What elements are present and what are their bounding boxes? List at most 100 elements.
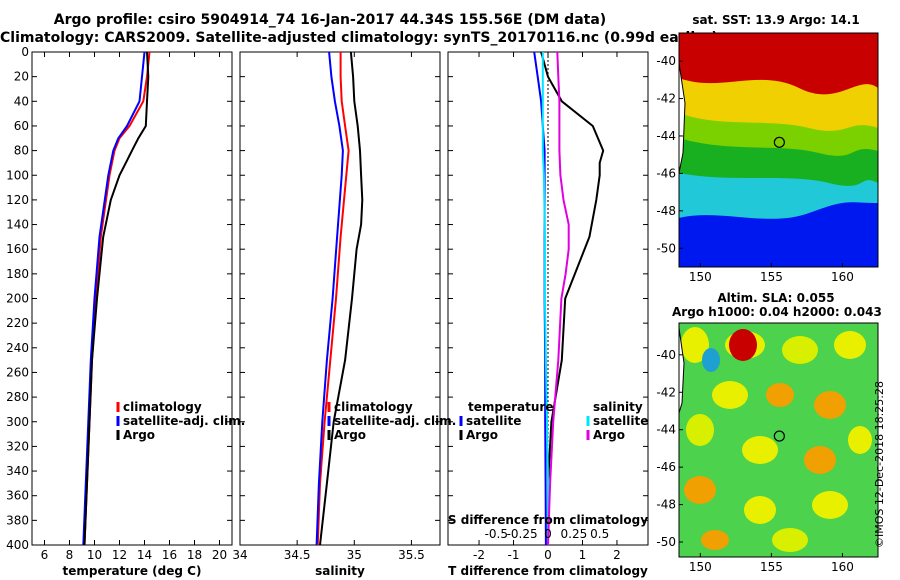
depth-tick-label: 300 [6,415,29,429]
depth-tick-label: 240 [6,341,29,355]
diff-xtick-label: 1 [579,548,587,562]
sla-eddy [772,528,808,552]
sla-eddy [834,331,866,359]
depth-tick-label: 200 [6,292,29,306]
depth-tick-label: 80 [14,144,29,158]
sla-eddy [804,446,836,474]
depth-tick-label: 360 [6,489,29,503]
temp-legend-label: climatology [123,400,202,414]
sla-eddy [712,381,748,409]
sla-map-title-1: Altim. SLA: 0.055 [717,291,835,305]
temp-xtick-label: 16 [162,548,177,562]
temp-xtick-label: 18 [187,548,202,562]
temp-legend-label: Argo [123,428,155,442]
temp-xtick-label: 8 [66,548,74,562]
sla-eddy [742,436,778,464]
temp-xlabel: temperature (deg C) [63,564,202,578]
depth-tick-label: 140 [6,218,29,232]
diff-xtick-label: 0 [544,548,552,562]
diff-legend-salinity-label: satellite [593,414,648,428]
s-diff-tick-label: 0 [544,527,552,541]
diff-legend-temperature-label: satellite [466,414,521,428]
sal-xtick-label: 34.5 [284,548,311,562]
temp-xtick-label: 10 [87,548,102,562]
depth-tick-label: 320 [6,439,29,453]
s-diff-tick-label: -0.5 [485,527,508,541]
sst-map-xtick-label: 150 [689,270,712,284]
sst-map-title: sat. SST: 13.9 Argo: 14.1 [692,13,860,27]
depth-tick-label: 120 [6,193,29,207]
depth-tick-label: 340 [6,464,29,478]
diff-series-s-satellite-diff [541,52,549,545]
title-line-1: Argo profile: csiro 5904914_74 16-Jan-20… [53,12,607,28]
sst-map-frame [678,32,879,268]
sal-legend-label: Argo [334,428,366,442]
depth-tick-label: 180 [6,267,29,281]
sla-map-ytick-label: -48 [656,498,676,512]
depth-tick-label: 260 [6,365,29,379]
temp-panel-frame [31,51,233,546]
sst-argo-position-marker [773,136,785,148]
temp-series-satellite [82,51,146,546]
depth-tick-label: 60 [14,119,29,133]
sst-map-xtick-label: 155 [760,270,783,284]
sla-map [678,323,878,557]
depth-tick-label: 220 [6,316,29,330]
diff-xtick-label: -1 [508,548,520,562]
diff-legend-salinity-title: salinity [593,400,643,414]
s-diff-tick-label: 0.25 [561,527,588,541]
sal-xlabel: salinity [315,564,365,578]
sla-map-xtick-label: 155 [760,560,783,574]
sla-map-ytick-label: -44 [656,423,676,437]
sla-eddy [701,530,729,550]
sla-eddy-high [729,329,757,361]
s-diff-tick-label: -0.25 [507,527,538,541]
sst-map [678,33,878,267]
sal-xtick-label: 34 [232,548,247,562]
depth-tick-label: 20 [14,70,29,84]
diff-series-s-argo-diff [547,51,570,546]
s-diff-tick-label: 0.5 [590,527,609,541]
sla-eddy [782,336,818,364]
temp-series-argo [83,51,150,546]
sal-series-climatology [316,52,350,546]
sla-map-ytick-label: -50 [656,535,676,549]
sal-legend-label: satellite-adj. clim. [334,414,456,428]
temp-xtick-label: 20 [212,548,227,562]
sla-map-ytick-label: -42 [656,385,676,399]
sla-map-xtick-label: 160 [831,560,854,574]
sla-eddy [814,391,846,419]
sst-map-ytick-label: -50 [656,241,676,255]
sla-eddy [684,476,716,504]
sal-xtick-label: 35 [347,548,362,562]
sal-legend-label: climatology [334,400,413,414]
imos-credit: ©IMOS 12-Dec-2018 18:25:28 [873,381,886,548]
sla-eddy [848,426,872,454]
temp-xtick-label: 12 [112,548,127,562]
sla-eddy [744,496,776,524]
sla-eddy [681,327,709,363]
depth-tick-label: 160 [6,242,29,256]
sla-map-title-2: Argo h1000: 0.04 h2000: 0.043 [672,305,882,319]
sla-eddy [686,414,714,446]
sal-xtick-label: 35.5 [398,548,425,562]
s-diff-axis-title: S difference from climatology [448,513,648,527]
sla-eddy [812,491,848,519]
diff-xlabel: T difference from climatology [448,564,648,578]
diff-legend-temperature-title: temperature [468,400,553,414]
diff-legend-salinity-label: Argo [593,428,625,442]
depth-tick-label: 380 [6,513,29,527]
sla-argo-position-marker [773,430,785,442]
sal-series-argo [319,51,364,546]
sla-eddy [766,383,794,407]
temp-xtick-label: 14 [137,548,152,562]
depth-tick-label: 40 [14,94,29,108]
sla-map-frame [678,322,879,558]
sla-map-ytick-label: -46 [656,460,676,474]
title-line-2: Climatology: CARS2009. Satellite-adjuste… [0,30,718,46]
sst-map-ytick-label: -42 [656,92,676,106]
sst-map-ytick-label: -40 [656,54,676,68]
depth-tick-label: 400 [6,538,29,552]
sst-map-xtick-label: 160 [831,270,854,284]
